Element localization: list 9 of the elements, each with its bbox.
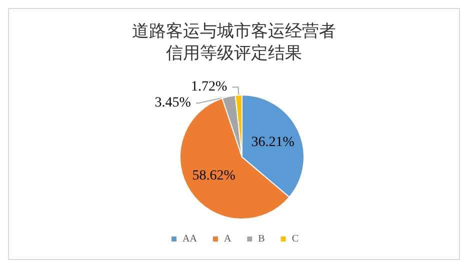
chart-title: 道路客运与城市客运经营者信用等级评定结果 [132,22,336,62]
legend-label: A [224,234,232,244]
legend-label: AA [182,234,198,244]
data-label: 3.45% [154,96,192,111]
legend-label: C [292,234,299,244]
legend-label: B [258,234,266,244]
data-label: 36.21% [251,135,295,150]
data-label: 1.72% [191,80,228,95]
data-label: 58.62% [192,168,236,184]
